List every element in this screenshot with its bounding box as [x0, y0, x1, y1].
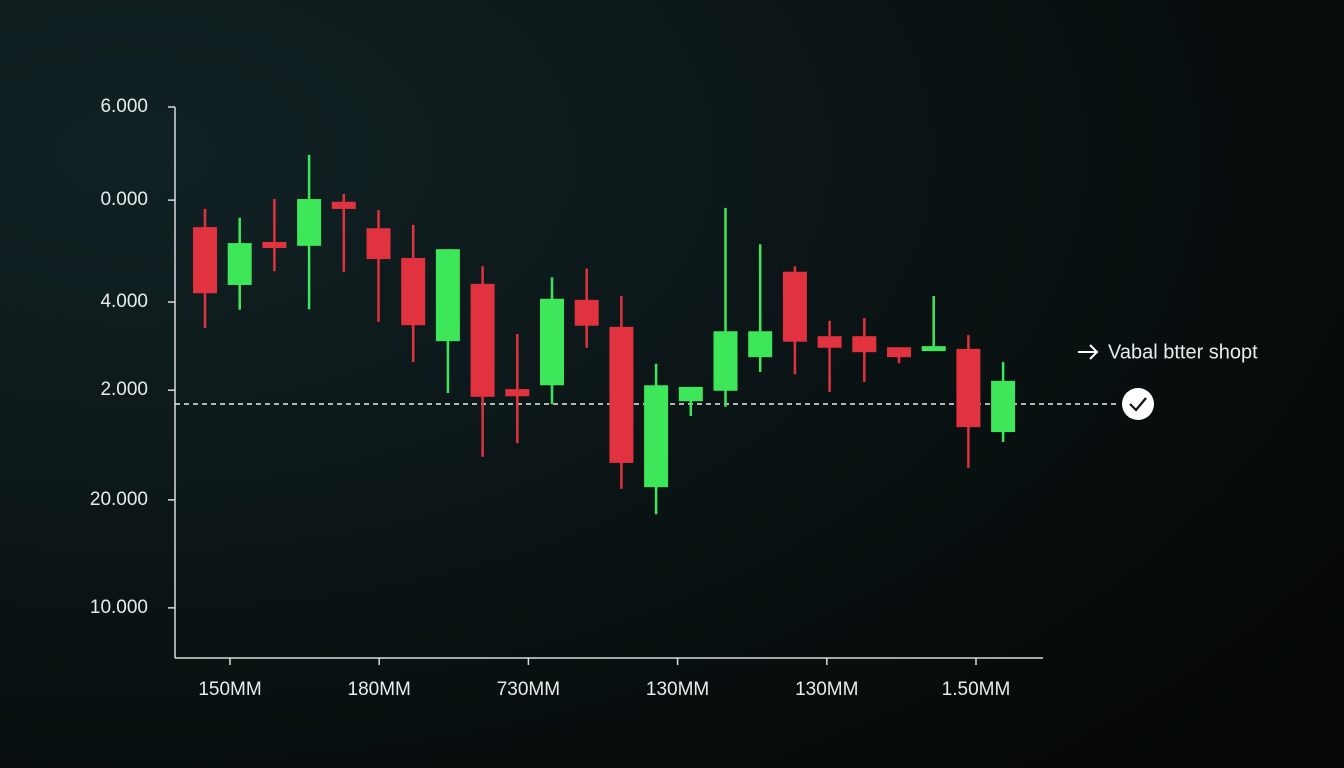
- candle-body: [574, 299, 599, 326]
- x-tick-label: 150MM: [198, 679, 261, 700]
- candle-body: [227, 243, 252, 285]
- candle-body: [921, 346, 946, 352]
- candle-body: [817, 336, 842, 348]
- candle-body: [193, 227, 217, 294]
- candle-body: [852, 336, 877, 353]
- y-tick-label: 2.000: [100, 379, 148, 400]
- candle-body: [782, 271, 807, 342]
- y-tick-label: 6.000: [100, 96, 148, 117]
- x-tick-label: 130MM: [646, 679, 709, 700]
- candle-body: [366, 228, 391, 260]
- annotation-arrow: [1078, 344, 1099, 360]
- y-tick-label: 10.000: [90, 597, 148, 618]
- candle-body: [262, 241, 287, 249]
- y-tick-label: 4.000: [100, 291, 148, 312]
- y-tick-label: 0.000: [100, 189, 148, 210]
- candle-body: [678, 386, 703, 402]
- candle-body: [748, 331, 773, 358]
- candle-body: [713, 331, 738, 391]
- x-tick-label: 130MM: [795, 679, 858, 700]
- candle-body: [297, 199, 322, 246]
- x-tick-label: 730MM: [497, 679, 560, 700]
- x-tick-label: 180MM: [348, 679, 411, 700]
- candle-body: [887, 347, 911, 358]
- candle-body: [435, 249, 460, 342]
- annotation: Vabal btter shopt: [1108, 341, 1258, 363]
- candle-body: [470, 283, 495, 397]
- check-icon: [1122, 388, 1154, 420]
- candle-body: [644, 385, 669, 488]
- candle-body: [505, 389, 530, 397]
- candle-body: [609, 326, 634, 463]
- candle-body: [401, 257, 426, 326]
- candle-body: [331, 201, 356, 209]
- candle-body: [540, 298, 564, 386]
- y-tick-label: 20.000: [90, 489, 148, 510]
- x-tick-label: 1.50MM: [942, 679, 1011, 700]
- candle-body: [991, 380, 1016, 433]
- candle-body: [956, 348, 981, 428]
